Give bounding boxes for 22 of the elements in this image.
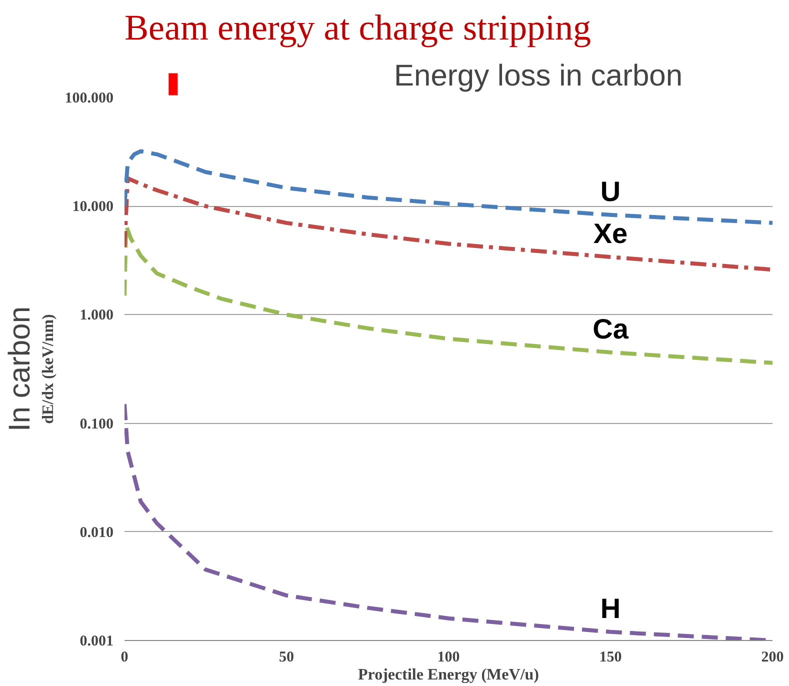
y-tick-label: 100.000 [64, 90, 114, 106]
y-tick-label: 1.000 [80, 308, 114, 324]
series-label: H [600, 592, 621, 624]
x-tick-label: 0 [120, 650, 128, 666]
chart-title: Energy loss in carbon [394, 60, 683, 92]
x-tick-label: 150 [599, 650, 622, 666]
x-tick-label: 200 [761, 650, 784, 666]
series-label: U [600, 176, 621, 207]
text: In carbon [4, 306, 36, 432]
x-axis-title: Projectile Energy (MeV/u) [358, 666, 539, 684]
series-label: Xe [593, 218, 628, 249]
y-tick-label: 10.000 [72, 199, 114, 216]
y-tick-label: 0.001 [80, 634, 114, 650]
ref-line-label: Beam energy at charge stripping [124, 8, 592, 48]
x-tick-label: 50 [279, 650, 294, 666]
y-axis-title: dE/dx (keV/nm) [40, 314, 57, 424]
y-tick-label: 0.100 [80, 416, 114, 432]
line-series [124, 149, 772, 225]
x-tick-label: 100 [437, 650, 460, 666]
series-label: Ca [592, 313, 629, 344]
line-series [124, 176, 772, 272]
y-tick-label: 0.010 [80, 524, 114, 541]
